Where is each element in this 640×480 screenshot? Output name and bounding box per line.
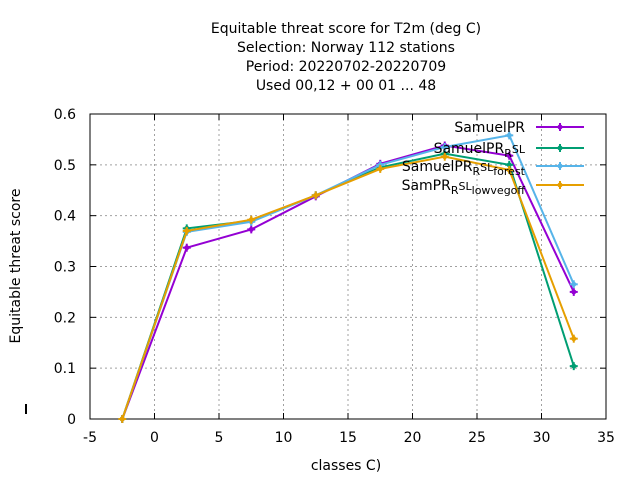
y-tick-label: 0.6 <box>54 107 76 123</box>
axis-ticks: -5 0 5 10 15 20 25 30 35 0 0.1 0.2 0.3 0.4 0.5 0.6 <box>54 107 615 446</box>
data-point <box>376 164 385 173</box>
x-axis-label: classes C) <box>311 458 381 474</box>
x-tick-label: -5 <box>83 430 97 446</box>
legend-entry: SamuelPRRSLforest <box>402 159 584 178</box>
data-point <box>440 152 449 161</box>
data-point <box>569 287 578 296</box>
title-line-1: Equitable threat score for T2m (deg C) <box>211 21 481 37</box>
title-line-3: Period: 20220702-20220709 <box>246 59 446 75</box>
x-tick-label: 30 <box>533 430 551 446</box>
series-sampr-r-sl-lowvegoff <box>118 152 578 423</box>
series-line <box>121 134 575 420</box>
x-tick-label: 5 <box>215 430 224 446</box>
data-point <box>182 226 191 235</box>
y-tick-label: 0 <box>67 412 76 428</box>
y-tick-label: 0.1 <box>54 361 76 377</box>
legend-label: SamuelPRRSL <box>434 141 526 160</box>
data-point <box>182 243 191 252</box>
x-tick-label: 20 <box>404 430 422 446</box>
legend-label: SamPRRSLlowvegoff <box>402 178 526 197</box>
series <box>118 131 578 423</box>
legend-swatch-marker <box>556 181 564 189</box>
data-point <box>247 225 256 234</box>
legend-entry: SamuelPR <box>454 120 584 136</box>
y-tick-label: 0.5 <box>54 158 76 174</box>
x-tick-label: 25 <box>468 430 486 446</box>
legend-entry: SamuelPRRSL <box>434 141 584 160</box>
legend-label: SamuelPR <box>454 120 525 136</box>
x-tick-label: 10 <box>275 430 293 446</box>
y-tick-label: 0.2 <box>54 310 76 326</box>
legend-entry: SamPRRSLlowvegoff <box>402 178 584 197</box>
x-tick-label: 0 <box>150 430 159 446</box>
chart-title: Equitable threat score for T2m (deg C) S… <box>211 21 481 94</box>
data-point <box>569 362 578 371</box>
x-tick-label: 15 <box>339 430 357 446</box>
title-line-4: Used 00,12 + 00 01 ... 48 <box>256 78 436 94</box>
title-line-2: Selection: Norway 112 stations <box>237 40 455 56</box>
data-point <box>440 143 449 152</box>
x-tick-label: 35 <box>597 430 615 446</box>
data-point <box>505 165 514 174</box>
legend-swatch-marker <box>556 162 564 170</box>
data-point <box>118 415 127 423</box>
legend-swatch-marker <box>556 144 564 152</box>
data-point <box>311 191 320 200</box>
y-tick-label: 0.3 <box>54 260 76 276</box>
legend-swatch-marker <box>556 123 564 131</box>
y-axis-label: Equitable threat score <box>8 189 24 344</box>
data-point <box>569 334 578 343</box>
data-point <box>247 215 256 224</box>
series-line <box>121 155 575 420</box>
data-point <box>505 151 514 160</box>
data-point <box>569 280 578 289</box>
legend: SamuelPR SamuelPRRSLSamuelPRRSLforestSamP… <box>402 120 584 197</box>
grid <box>90 114 606 419</box>
legend-label: SamuelPRRSLforest <box>402 159 526 178</box>
data-point <box>505 131 514 140</box>
y-tick-label: 0.4 <box>54 209 76 225</box>
